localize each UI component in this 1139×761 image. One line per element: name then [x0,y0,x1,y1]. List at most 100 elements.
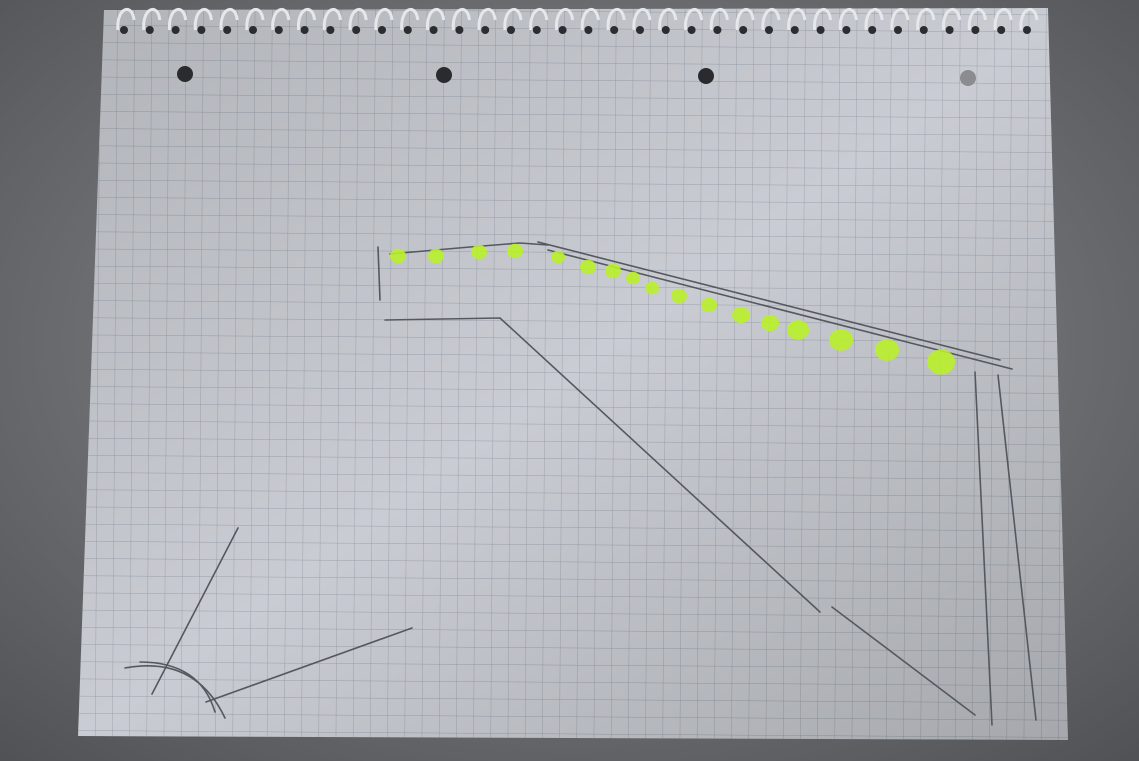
ring-wire [890,7,910,31]
ring-wire [967,7,987,31]
ring-wire [322,7,342,31]
ring-hole [584,26,593,34]
ring-hole [532,26,541,34]
ring-hole [352,26,361,34]
ring-hole [558,26,567,34]
green-dot [927,349,955,375]
ring-hole [429,26,438,34]
ring-wire [658,7,678,31]
ring-wire [374,7,394,31]
ring-hole [120,26,128,34]
pencil-line [151,527,239,695]
ring-wire [426,7,446,31]
hole [177,66,193,82]
ring-hole [790,26,799,34]
ring-hole [919,26,928,34]
ring-wire [942,7,962,31]
ring-wire [348,7,368,31]
green-dot [701,297,717,313]
punch-holes [177,66,976,86]
ring-hole [661,26,670,34]
ring-wire [219,7,239,31]
pencil-line [389,242,549,255]
ring-hole [894,26,902,34]
ring-wire [838,7,858,31]
pencil-line [537,241,1001,361]
pencil-line [547,249,1013,370]
ring-wire [761,7,781,31]
ring-wire [632,7,652,31]
paper-shade [78,8,1068,740]
ring-hole [868,26,877,34]
green-dot [732,306,750,324]
ring-wire [168,7,188,31]
green-dot [761,314,779,332]
pencil-line [384,317,821,613]
ring-wire [916,7,936,31]
green-dot [787,320,809,340]
ring-hole [274,26,283,34]
ring-wire [1019,7,1039,31]
ring-wire [142,7,162,31]
ring-wire [400,7,420,31]
green-dot [580,259,596,275]
ring-hole [249,26,257,34]
ring-hole [171,26,180,34]
hole [436,67,452,83]
ring-wire [864,7,884,31]
ring-hole [403,26,412,34]
ring-wire [116,7,136,31]
ring-hole [223,26,232,34]
green-dot [551,250,565,264]
ring-hole [455,26,464,34]
ring-wire [787,7,807,31]
pencil-sketch [124,241,1037,726]
green-dot [626,271,640,285]
green-dot [507,243,523,259]
ring-hole [481,26,490,34]
ring-hole [1023,26,1031,34]
ring-wire [477,7,497,31]
ring-wire [245,7,265,31]
ring-wire [193,7,213,31]
ring-wire [580,7,600,31]
ring-wire [709,7,729,31]
ring-hole [300,26,309,34]
pencil-arc [139,661,216,713]
pencil-line [974,371,993,726]
ring-hole [610,26,619,34]
ring-hole [636,26,644,34]
ring-wire [993,7,1013,31]
hole [960,70,976,86]
ring-wire [451,7,471,31]
ring-wire [813,7,833,31]
ring-wire [606,7,626,31]
ring-wire [555,7,575,31]
highlighter-dots [390,243,955,375]
pencil-line [831,606,976,716]
ring-wire [735,7,755,31]
green-dot [605,263,621,279]
ring-wire [503,7,523,31]
green-dot [471,244,487,260]
ring-hole [945,26,954,34]
ring-hole [145,26,154,34]
pencil-line [377,246,381,301]
pencil-line [205,627,413,703]
green-dot [645,281,659,295]
ring-hole [842,26,851,34]
ring-hole [971,26,980,34]
green-dot [671,288,687,304]
green-dot [875,339,899,361]
ring-hole [739,26,748,34]
ring-wire [297,7,317,31]
ring-hole [997,26,1006,34]
ring-hole [326,26,335,34]
ring-wire [271,7,291,31]
ring-hole [197,26,206,34]
ring-hole [507,26,515,34]
ring-wire [684,7,704,31]
ring-hole [765,26,773,34]
green-dot [428,248,444,264]
